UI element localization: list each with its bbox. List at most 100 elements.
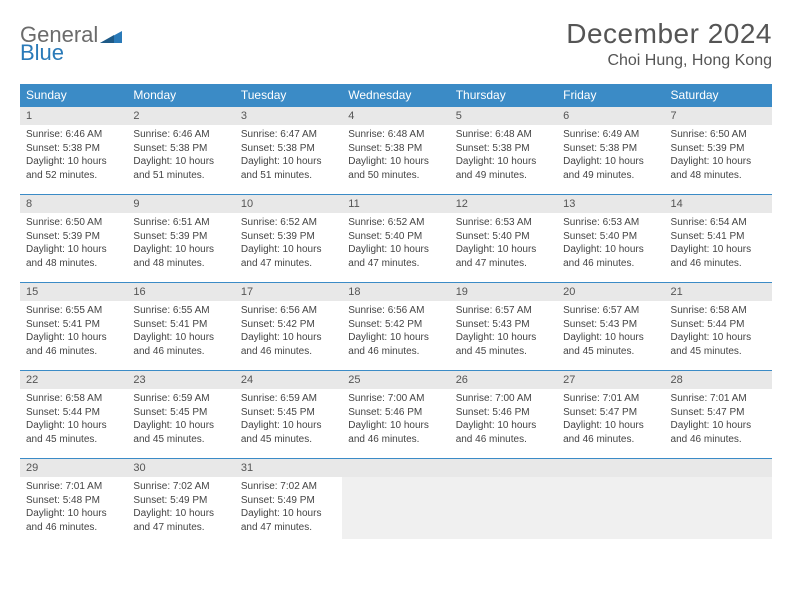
day-number: 12 bbox=[450, 195, 557, 213]
day-number: 30 bbox=[127, 459, 234, 477]
day-number-empty bbox=[450, 459, 557, 477]
calendar-cell: 1Sunrise: 6:46 AMSunset: 5:38 PMDaylight… bbox=[20, 107, 127, 195]
day-number: 8 bbox=[20, 195, 127, 213]
logo-mark-icon bbox=[100, 27, 122, 43]
day-number: 2 bbox=[127, 107, 234, 125]
calendar-cell: 12Sunrise: 6:53 AMSunset: 5:40 PMDayligh… bbox=[450, 195, 557, 283]
day-details: Sunrise: 6:53 AMSunset: 5:40 PMDaylight:… bbox=[450, 213, 557, 273]
day-details: Sunrise: 6:51 AMSunset: 5:39 PMDaylight:… bbox=[127, 213, 234, 273]
day-details: Sunrise: 6:52 AMSunset: 5:39 PMDaylight:… bbox=[235, 213, 342, 273]
calendar-table: Sunday Monday Tuesday Wednesday Thursday… bbox=[20, 84, 772, 547]
calendar-cell-empty bbox=[450, 459, 557, 547]
day-number: 10 bbox=[235, 195, 342, 213]
day-details: Sunrise: 6:48 AMSunset: 5:38 PMDaylight:… bbox=[342, 125, 449, 185]
day-details: Sunrise: 7:01 AMSunset: 5:47 PMDaylight:… bbox=[557, 389, 664, 449]
day-details: Sunrise: 7:00 AMSunset: 5:46 PMDaylight:… bbox=[342, 389, 449, 449]
day-number: 23 bbox=[127, 371, 234, 389]
day-details: Sunrise: 6:49 AMSunset: 5:38 PMDaylight:… bbox=[557, 125, 664, 185]
day-number: 29 bbox=[20, 459, 127, 477]
calendar-cell: 23Sunrise: 6:59 AMSunset: 5:45 PMDayligh… bbox=[127, 371, 234, 459]
day-number: 13 bbox=[557, 195, 664, 213]
weekday-header: Saturday bbox=[665, 84, 772, 107]
calendar-cell: 25Sunrise: 7:00 AMSunset: 5:46 PMDayligh… bbox=[342, 371, 449, 459]
calendar-cell: 17Sunrise: 6:56 AMSunset: 5:42 PMDayligh… bbox=[235, 283, 342, 371]
calendar-cell: 5Sunrise: 6:48 AMSunset: 5:38 PMDaylight… bbox=[450, 107, 557, 195]
calendar-row: 22Sunrise: 6:58 AMSunset: 5:44 PMDayligh… bbox=[20, 371, 772, 459]
day-details: Sunrise: 6:48 AMSunset: 5:38 PMDaylight:… bbox=[450, 125, 557, 185]
weekday-header: Thursday bbox=[450, 84, 557, 107]
day-details: Sunrise: 7:00 AMSunset: 5:46 PMDaylight:… bbox=[450, 389, 557, 449]
day-number: 21 bbox=[665, 283, 772, 301]
day-number: 9 bbox=[127, 195, 234, 213]
calendar-cell: 29Sunrise: 7:01 AMSunset: 5:48 PMDayligh… bbox=[20, 459, 127, 547]
calendar-cell: 26Sunrise: 7:00 AMSunset: 5:46 PMDayligh… bbox=[450, 371, 557, 459]
day-number: 16 bbox=[127, 283, 234, 301]
calendar-cell: 13Sunrise: 6:53 AMSunset: 5:40 PMDayligh… bbox=[557, 195, 664, 283]
calendar-cell: 21Sunrise: 6:58 AMSunset: 5:44 PMDayligh… bbox=[665, 283, 772, 371]
day-details: Sunrise: 6:55 AMSunset: 5:41 PMDaylight:… bbox=[20, 301, 127, 361]
day-number: 20 bbox=[557, 283, 664, 301]
day-details: Sunrise: 6:57 AMSunset: 5:43 PMDaylight:… bbox=[557, 301, 664, 361]
day-number: 11 bbox=[342, 195, 449, 213]
day-details: Sunrise: 6:56 AMSunset: 5:42 PMDaylight:… bbox=[342, 301, 449, 361]
calendar-cell-empty bbox=[665, 459, 772, 547]
calendar-cell-empty bbox=[342, 459, 449, 547]
day-details: Sunrise: 6:59 AMSunset: 5:45 PMDaylight:… bbox=[235, 389, 342, 449]
calendar-cell: 16Sunrise: 6:55 AMSunset: 5:41 PMDayligh… bbox=[127, 283, 234, 371]
calendar-cell: 8Sunrise: 6:50 AMSunset: 5:39 PMDaylight… bbox=[20, 195, 127, 283]
calendar-cell: 30Sunrise: 7:02 AMSunset: 5:49 PMDayligh… bbox=[127, 459, 234, 547]
calendar-cell: 24Sunrise: 6:59 AMSunset: 5:45 PMDayligh… bbox=[235, 371, 342, 459]
calendar-cell: 9Sunrise: 6:51 AMSunset: 5:39 PMDaylight… bbox=[127, 195, 234, 283]
day-number: 17 bbox=[235, 283, 342, 301]
calendar-row: 8Sunrise: 6:50 AMSunset: 5:39 PMDaylight… bbox=[20, 195, 772, 283]
calendar-cell: 19Sunrise: 6:57 AMSunset: 5:43 PMDayligh… bbox=[450, 283, 557, 371]
calendar-cell: 28Sunrise: 7:01 AMSunset: 5:47 PMDayligh… bbox=[665, 371, 772, 459]
day-details: Sunrise: 7:02 AMSunset: 5:49 PMDaylight:… bbox=[235, 477, 342, 537]
weekday-header: Sunday bbox=[20, 84, 127, 107]
day-details: Sunrise: 7:01 AMSunset: 5:47 PMDaylight:… bbox=[665, 389, 772, 449]
day-number: 22 bbox=[20, 371, 127, 389]
logo-sub: Blue bbox=[20, 40, 64, 66]
calendar-row: 29Sunrise: 7:01 AMSunset: 5:48 PMDayligh… bbox=[20, 459, 772, 547]
day-number: 15 bbox=[20, 283, 127, 301]
day-details: Sunrise: 6:59 AMSunset: 5:45 PMDaylight:… bbox=[127, 389, 234, 449]
day-number: 6 bbox=[557, 107, 664, 125]
calendar-cell: 6Sunrise: 6:49 AMSunset: 5:38 PMDaylight… bbox=[557, 107, 664, 195]
day-number: 25 bbox=[342, 371, 449, 389]
calendar-cell: 2Sunrise: 6:46 AMSunset: 5:38 PMDaylight… bbox=[127, 107, 234, 195]
day-details: Sunrise: 6:46 AMSunset: 5:38 PMDaylight:… bbox=[127, 125, 234, 185]
calendar-cell: 20Sunrise: 6:57 AMSunset: 5:43 PMDayligh… bbox=[557, 283, 664, 371]
day-details: Sunrise: 6:57 AMSunset: 5:43 PMDaylight:… bbox=[450, 301, 557, 361]
day-number: 3 bbox=[235, 107, 342, 125]
day-details: Sunrise: 6:53 AMSunset: 5:40 PMDaylight:… bbox=[557, 213, 664, 273]
month-title: December 2024 bbox=[566, 18, 772, 50]
weekday-header-row: Sunday Monday Tuesday Wednesday Thursday… bbox=[20, 84, 772, 107]
calendar-row: 15Sunrise: 6:55 AMSunset: 5:41 PMDayligh… bbox=[20, 283, 772, 371]
day-number: 18 bbox=[342, 283, 449, 301]
weekday-header: Tuesday bbox=[235, 84, 342, 107]
day-number: 26 bbox=[450, 371, 557, 389]
day-number: 14 bbox=[665, 195, 772, 213]
day-number: 1 bbox=[20, 107, 127, 125]
day-number-empty bbox=[665, 459, 772, 477]
day-details: Sunrise: 6:50 AMSunset: 5:39 PMDaylight:… bbox=[665, 125, 772, 185]
calendar-cell: 14Sunrise: 6:54 AMSunset: 5:41 PMDayligh… bbox=[665, 195, 772, 283]
calendar-cell: 31Sunrise: 7:02 AMSunset: 5:49 PMDayligh… bbox=[235, 459, 342, 547]
location-title: Choi Hung, Hong Kong bbox=[566, 52, 772, 70]
day-number: 24 bbox=[235, 371, 342, 389]
calendar-cell: 4Sunrise: 6:48 AMSunset: 5:38 PMDaylight… bbox=[342, 107, 449, 195]
day-empty bbox=[342, 477, 449, 539]
day-details: Sunrise: 7:01 AMSunset: 5:48 PMDaylight:… bbox=[20, 477, 127, 537]
day-number: 19 bbox=[450, 283, 557, 301]
page-header: General December 2024 Choi Hung, Hong Ko… bbox=[20, 18, 772, 70]
day-number-empty bbox=[342, 459, 449, 477]
day-empty bbox=[450, 477, 557, 539]
calendar-cell: 27Sunrise: 7:01 AMSunset: 5:47 PMDayligh… bbox=[557, 371, 664, 459]
day-details: Sunrise: 6:46 AMSunset: 5:38 PMDaylight:… bbox=[20, 125, 127, 185]
calendar-cell: 11Sunrise: 6:52 AMSunset: 5:40 PMDayligh… bbox=[342, 195, 449, 283]
weekday-header: Friday bbox=[557, 84, 664, 107]
day-number: 28 bbox=[665, 371, 772, 389]
day-number: 5 bbox=[450, 107, 557, 125]
day-details: Sunrise: 7:02 AMSunset: 5:49 PMDaylight:… bbox=[127, 477, 234, 537]
logo-text-blue: Blue bbox=[20, 40, 64, 65]
